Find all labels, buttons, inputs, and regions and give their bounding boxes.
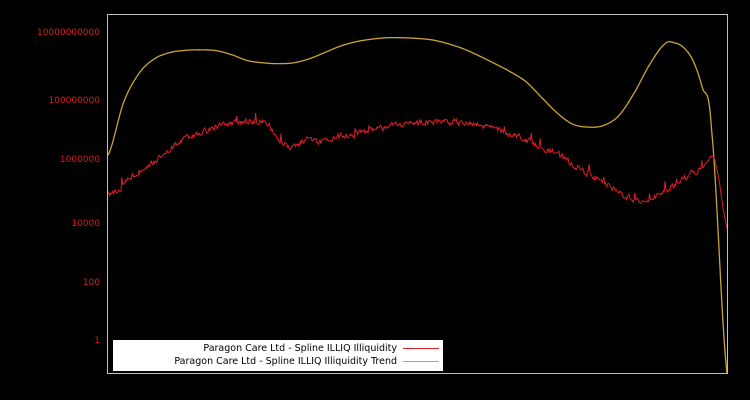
legend: Paragon Care Ltd - Spline ILLIQ Illiquid… (113, 340, 443, 371)
trend-line-path (108, 36, 727, 373)
legend-label-trend: Paragon Care Ltd - Spline ILLIQ Illiquid… (174, 356, 397, 367)
y-tick-label-0: 10000000000 (37, 28, 100, 38)
legend-label-illiquidity: Paragon Care Ltd - Spline ILLIQ Illiquid… (203, 343, 397, 354)
y-tick-label-2: 1000000 (59, 155, 100, 165)
series-canvas (108, 36, 727, 373)
plot-area: Paragon Care Ltd - Spline ILLIQ Illiquid… (107, 14, 728, 374)
legend-swatch-illiquidity (403, 348, 439, 349)
legend-entry-illiquidity[interactable]: Paragon Care Ltd - Spline ILLIQ Illiquid… (117, 342, 439, 355)
y-tick-label-5: 1 (94, 336, 100, 346)
illiquidity-line-path (108, 112, 727, 229)
y-tick-label-3: 10000 (71, 219, 100, 229)
legend-swatch-trend (403, 361, 439, 362)
y-tick-label-4: 100 (82, 278, 100, 288)
y-tick-label-1: 100000000 (48, 96, 100, 106)
legend-entry-trend[interactable]: Paragon Care Ltd - Spline ILLIQ Illiquid… (117, 355, 439, 368)
